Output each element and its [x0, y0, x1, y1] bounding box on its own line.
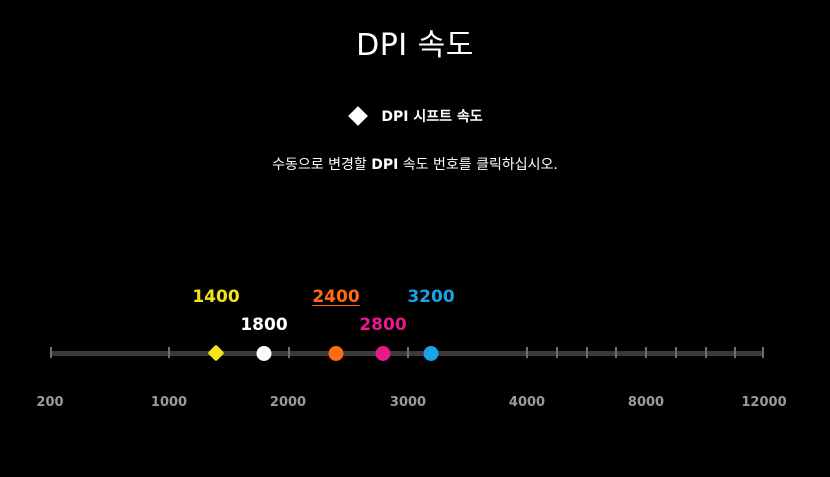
instruction-after: 속도 번호를 클릭하십시오. — [398, 157, 558, 173]
dpi-label-2800[interactable]: 2800 — [359, 315, 407, 335]
page-title: DPI 속도 — [356, 28, 474, 63]
dpi-marker-3200[interactable] — [423, 346, 439, 361]
slider-tick — [675, 347, 677, 358]
dpi-label-1400[interactable]: 1400 — [192, 287, 240, 307]
dpi-label-1800[interactable]: 1800 — [240, 315, 288, 335]
dpi-shift-label: DPI 시프트 속도 — [381, 109, 483, 125]
dpi-marker-2400[interactable] — [328, 346, 344, 361]
scale-label-200: 200 — [36, 395, 64, 410]
slider-tick — [288, 347, 290, 358]
dpi-marker-2800[interactable] — [375, 346, 391, 361]
slider-tick — [168, 347, 170, 358]
slider-tick — [526, 347, 528, 358]
diamond-icon — [348, 106, 369, 126]
slider-tick — [615, 347, 617, 358]
scale-label-3000: 3000 — [389, 395, 427, 410]
dpi-label-3200[interactable]: 3200 — [407, 287, 455, 307]
instruction-bold: DPI — [371, 157, 399, 173]
scale-label-12000: 12000 — [741, 395, 787, 410]
scale-label-8000: 8000 — [627, 395, 665, 410]
slider-tick — [407, 347, 409, 358]
slider-tick — [762, 347, 764, 358]
instruction-text: 수동으로 변경할 DPI 속도 번호를 클릭하십시오. — [0, 154, 830, 174]
scale-label-2000: 2000 — [269, 395, 307, 410]
slider-tick — [586, 347, 588, 358]
dpi-marker-1800[interactable] — [256, 346, 272, 361]
scale-label-4000: 4000 — [508, 395, 546, 410]
dpi-shift-legend: DPI 시프트 속도 — [0, 106, 830, 126]
dpi-marker-1400[interactable] — [207, 344, 225, 362]
slider-tick — [50, 347, 52, 358]
instruction-before: 수동으로 변경할 — [272, 157, 372, 173]
slider-tick — [705, 347, 707, 358]
dpi-label-2400[interactable]: 2400 — [312, 287, 360, 307]
slider-tick — [645, 347, 647, 358]
slider-tick — [556, 347, 558, 358]
slider-tick — [734, 347, 736, 358]
scale-label-1000: 1000 — [150, 395, 188, 410]
